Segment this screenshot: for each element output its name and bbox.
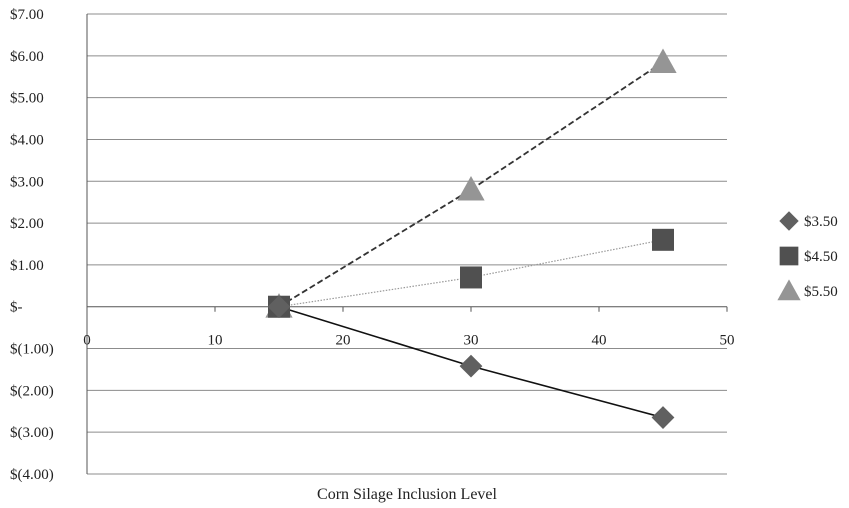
y-tick-label: $(3.00) bbox=[10, 425, 54, 441]
y-tick-label: $5.00 bbox=[10, 91, 44, 107]
legend: $3.50 $4.50 $5.50 bbox=[777, 211, 838, 301]
y-tick-label: $6.00 bbox=[10, 49, 44, 65]
x-axis-title: Corn Silage Inclusion Level bbox=[317, 486, 498, 503]
x-tick-label: 40 bbox=[592, 333, 607, 349]
x-axis-tick-labels: 0 10 20 30 40 50 bbox=[83, 333, 734, 349]
y-tick-label: $3.00 bbox=[10, 174, 44, 190]
legend-marker-1 bbox=[779, 246, 799, 266]
x-tick-label: 20 bbox=[336, 333, 351, 349]
y-tick-label: $- bbox=[10, 300, 23, 316]
legend-marker-2 bbox=[777, 279, 801, 301]
x-tick-label: 0 bbox=[83, 333, 91, 349]
data-point-0-0 bbox=[267, 295, 291, 319]
data-point-0-1 bbox=[459, 354, 483, 378]
series-line-1 bbox=[278, 239, 664, 308]
legend-marker-0 bbox=[779, 211, 799, 231]
data-series bbox=[265, 48, 677, 429]
series-line-2 bbox=[278, 61, 664, 308]
y-tick-label: $2.00 bbox=[10, 216, 44, 232]
legend-label-0: $3.50 bbox=[804, 214, 838, 230]
data-point-1-1 bbox=[460, 266, 482, 289]
axes bbox=[86, 14, 728, 474]
x-tick-label: 30 bbox=[464, 333, 479, 349]
legend-label-2: $5.50 bbox=[804, 284, 838, 300]
y-tick-label: $4.00 bbox=[10, 132, 44, 148]
legend-label-1: $4.50 bbox=[804, 249, 838, 265]
data-point-2-2 bbox=[649, 48, 677, 74]
y-tick-label: $7.00 bbox=[10, 7, 44, 23]
data-point-2-1 bbox=[457, 175, 485, 201]
y-axis-tick-labels: $7.00 $6.00 $5.00 $4.00 $3.00 $2.00 $1.00 $- $(1… bbox=[10, 7, 54, 483]
y-tick-label: $(1.00) bbox=[10, 342, 54, 358]
x-tick-label: 10 bbox=[208, 333, 223, 349]
y-tick-label: $1.00 bbox=[10, 258, 44, 274]
data-point-0-2 bbox=[651, 406, 675, 429]
gridlines bbox=[87, 13, 727, 475]
y-tick-label: $(2.00) bbox=[10, 383, 54, 399]
y-tick-label: $(4.00) bbox=[10, 467, 54, 483]
x-tick-label: 50 bbox=[720, 333, 735, 349]
data-point-1-2 bbox=[652, 228, 674, 251]
